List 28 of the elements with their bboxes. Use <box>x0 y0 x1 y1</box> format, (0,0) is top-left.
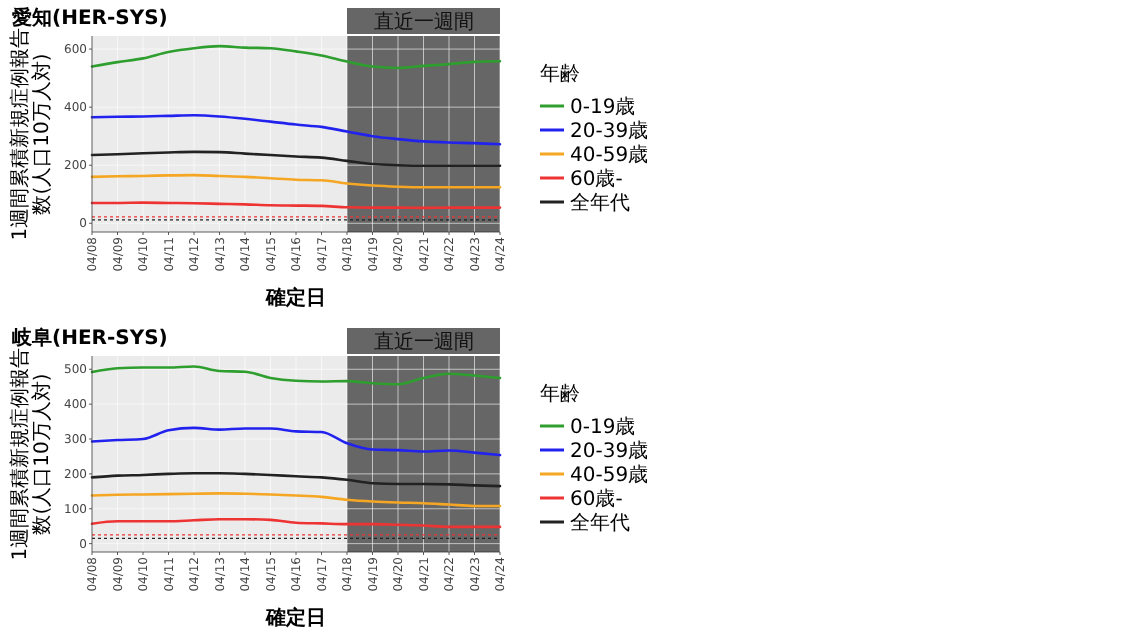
legend-label: 0-19歳 <box>570 95 636 119</box>
band-label: 直近一週間 <box>373 10 474 34</box>
line-series <box>90 426 502 457</box>
line-series <box>90 173 502 189</box>
legend-label: 全年代 <box>570 191 630 215</box>
legend-label: 60歳- <box>570 167 624 191</box>
chart-title: 愛知(HER-SYS) <box>12 6 168 30</box>
legend-label: 40-59歳 <box>570 143 649 167</box>
legend-title: 年齢 <box>540 382 580 406</box>
legend-label: 40-59歳 <box>570 463 649 487</box>
y-axis-title: 1週間累積新規症例報告数(人口10万人対) <box>8 27 54 241</box>
band-label: 直近一週間 <box>373 330 474 354</box>
line-series <box>90 113 502 146</box>
legend-label: 20-39歳 <box>570 439 649 463</box>
chart-title: 岐阜(HER-SYS) <box>12 326 168 350</box>
legend-title: 年齢 <box>540 62 580 86</box>
line-series <box>90 492 502 508</box>
legend-label: 0-19歳 <box>570 415 636 439</box>
line-series <box>90 44 502 70</box>
y-axis-title: 1週間累積新規症例報告数(人口10万人対) <box>8 347 54 561</box>
legend-label: 60歳- <box>570 487 624 511</box>
legend-label: 20-39歳 <box>570 119 649 143</box>
legend-label: 全年代 <box>570 511 630 535</box>
x-axis-title: 確定日 <box>264 606 326 630</box>
line-series <box>90 150 502 168</box>
x-axis-title: 確定日 <box>264 286 326 310</box>
line-series <box>90 365 502 386</box>
line-series <box>90 471 502 488</box>
